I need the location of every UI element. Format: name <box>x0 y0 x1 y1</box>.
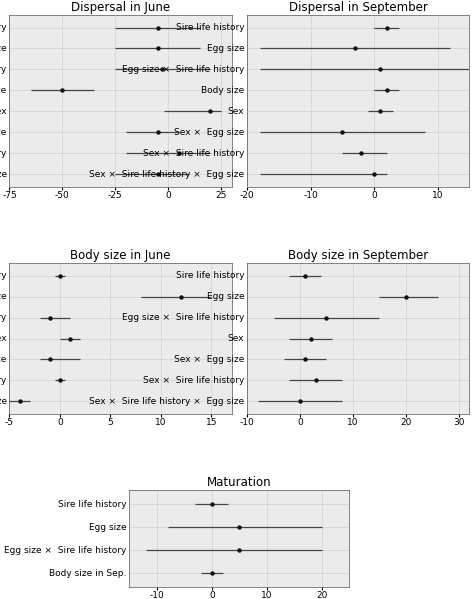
Title: Body size in June: Body size in June <box>70 249 171 262</box>
Title: Dispersal in September: Dispersal in September <box>289 1 428 14</box>
Title: Body size in September: Body size in September <box>288 249 428 262</box>
Title: Dispersal in June: Dispersal in June <box>71 1 170 14</box>
Title: Maturation: Maturation <box>207 476 272 489</box>
